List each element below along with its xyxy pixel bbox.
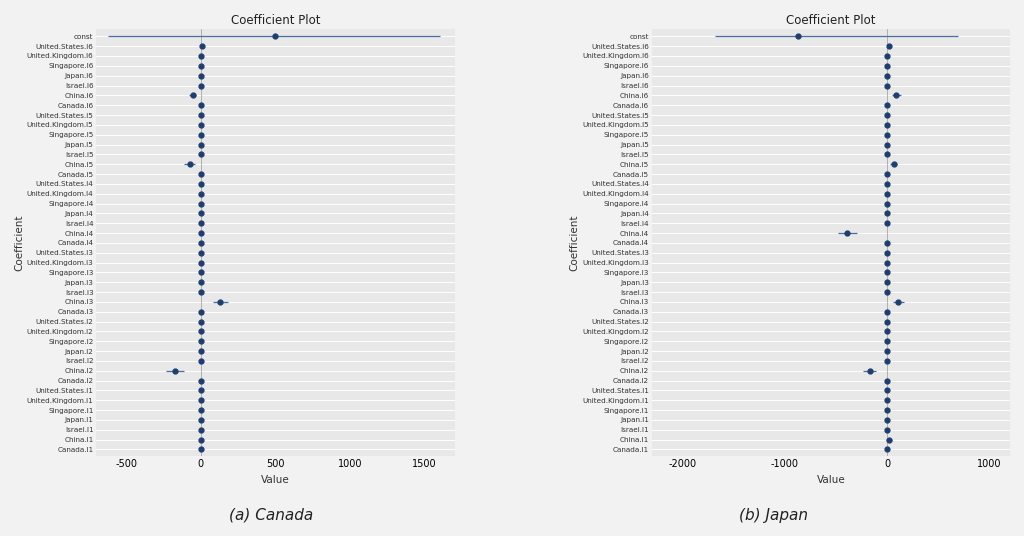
Y-axis label: Coefficient: Coefficient: [569, 214, 580, 271]
Title: Coefficient Plot: Coefficient Plot: [230, 14, 321, 27]
Title: Coefficient Plot: Coefficient Plot: [786, 14, 876, 27]
Text: (b) Japan: (b) Japan: [738, 508, 808, 523]
X-axis label: Value: Value: [261, 474, 290, 485]
Text: (a) Canada: (a) Canada: [229, 508, 313, 523]
X-axis label: Value: Value: [816, 474, 845, 485]
Y-axis label: Coefficient: Coefficient: [14, 214, 24, 271]
